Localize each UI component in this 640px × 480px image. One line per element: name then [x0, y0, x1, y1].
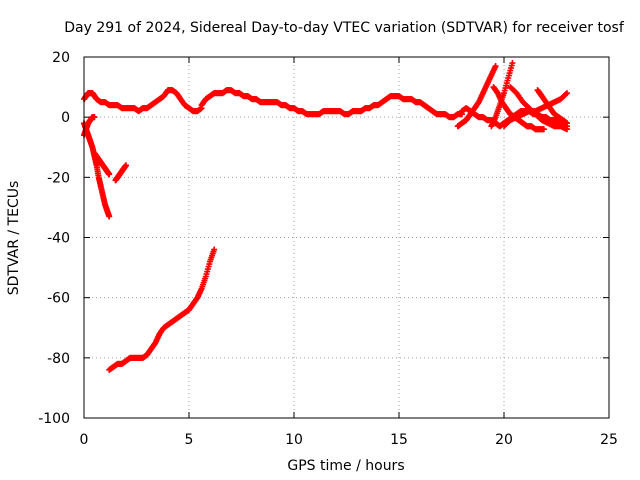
- data-point: [123, 162, 129, 169]
- series-arc-fall-b: [507, 84, 570, 133]
- series-arc-low: [106, 246, 218, 373]
- plot-frame: [83, 56, 610, 419]
- x-tick-label: 10: [285, 432, 303, 448]
- x-tick-label: 25: [600, 432, 618, 448]
- y-tick-label: -20: [47, 170, 70, 186]
- data-points: [81, 60, 570, 373]
- y-tick-label: -100: [38, 411, 70, 427]
- data-point: [564, 126, 570, 133]
- series-arc-fall-a: [490, 84, 547, 133]
- data-point: [540, 126, 547, 133]
- x-axis-label: GPS time / hours: [287, 458, 404, 474]
- x-tick-label: 0: [80, 432, 89, 448]
- series-arc-main-b: [198, 87, 339, 118]
- series-arc-rise-b: [488, 60, 516, 130]
- series-arc-fall-c: [534, 87, 570, 127]
- x-tick-label: 15: [390, 432, 408, 448]
- y-tick-label: 0: [61, 110, 70, 126]
- y-tick-label: -40: [47, 231, 70, 247]
- data-point: [564, 90, 570, 97]
- y-axis-label: SDTVAR / TECUs: [6, 181, 22, 296]
- data-point: [211, 246, 218, 253]
- y-tick-labels: -100 -80 -60 -40 -20 0 20: [38, 50, 70, 427]
- data-point: [564, 120, 570, 127]
- series-arc-main-c: [333, 93, 465, 121]
- data-point: [562, 91, 569, 98]
- y-tick-label: -80: [47, 351, 70, 367]
- series-arc-small: [112, 162, 129, 184]
- y-tick-label: -60: [47, 291, 70, 307]
- x-tick-label: 5: [185, 432, 194, 448]
- data-point: [509, 60, 516, 67]
- data-point: [492, 63, 499, 70]
- series-arc-main-a: [81, 87, 205, 115]
- data-point: [106, 171, 113, 178]
- series-arc-early-short: [91, 150, 113, 178]
- x-tick-labels: 0 5 10 15 20 25: [80, 432, 618, 448]
- x-tick-label: 20: [495, 432, 513, 448]
- data-point: [106, 213, 113, 220]
- y-tick-label: 20: [52, 50, 70, 66]
- chart-title: Day 291 of 2024, Sidereal Day-to-day VTE…: [64, 20, 625, 36]
- data-point: [91, 114, 98, 121]
- gridlines: [84, 57, 609, 418]
- series-arc-rise-a: [454, 63, 499, 130]
